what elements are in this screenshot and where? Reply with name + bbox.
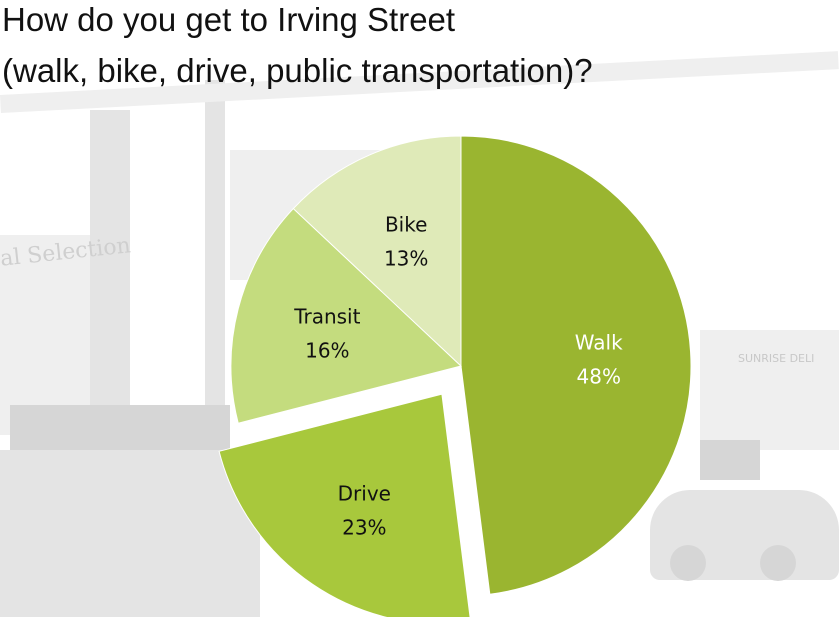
background-store-sign: SUNRISE DELI	[738, 352, 815, 365]
pie-slice-bike	[292, 135, 462, 368]
slice-value-bike: 13%	[384, 246, 428, 270]
slice-label-bike: Bike	[385, 212, 427, 236]
chart-title-line-2: (walk, bike, drive, public transportatio…	[2, 52, 593, 89]
chart-title-line-1: How do you get to Irving Street	[2, 1, 456, 38]
slice-label-transit: Transit	[293, 305, 360, 329]
slice-label-drive: Drive	[338, 481, 391, 505]
slice-value-drive: 23%	[342, 515, 386, 539]
pie-slice-transit	[230, 207, 463, 424]
pie-slice-drive	[218, 393, 471, 617]
pie-slice-walk	[460, 135, 692, 595]
slice-value-transit: 16%	[305, 339, 349, 363]
chart-title: How do you get to Irving Street (walk, b…	[2, 0, 593, 96]
slice-label-walk: Walk	[575, 330, 623, 354]
slice-value-walk: 48%	[577, 364, 621, 388]
